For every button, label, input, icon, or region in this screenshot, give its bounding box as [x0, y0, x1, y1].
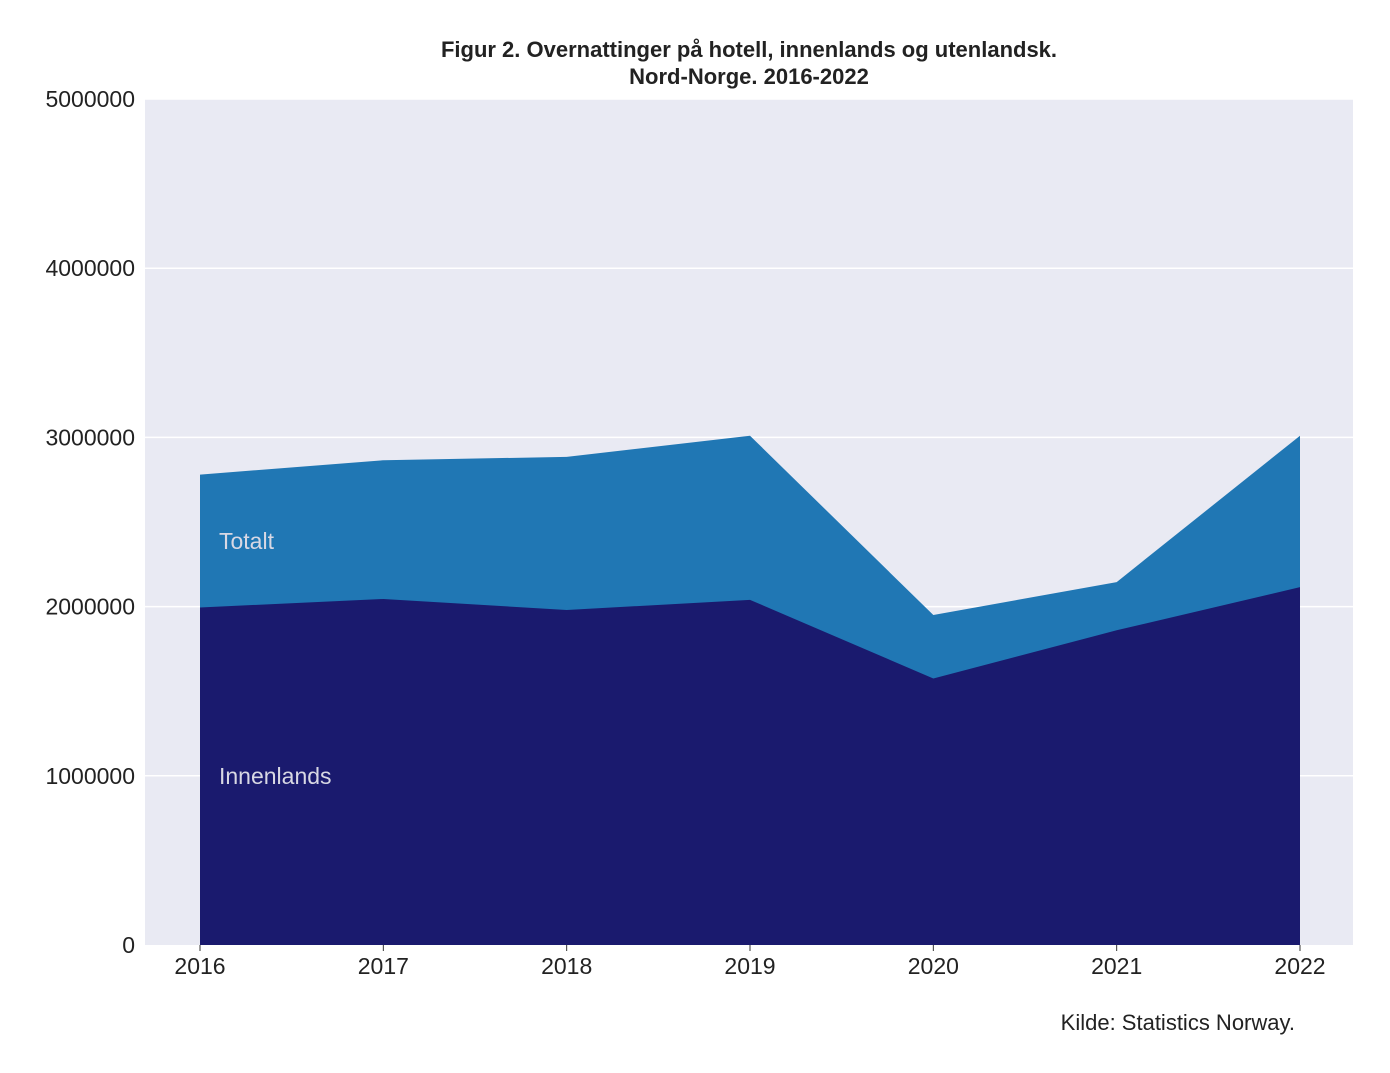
x-tick-label: 2022 — [1274, 953, 1325, 979]
x-tick-label: 2020 — [908, 953, 959, 979]
series-label-innenlands: Innenlands — [219, 763, 332, 789]
series-areas — [200, 435, 1300, 945]
source-note: Kilde: Statistics Norway. — [1060, 1010, 1295, 1035]
x-tick-label: 2019 — [724, 953, 775, 979]
x-tick-label: 2018 — [541, 953, 592, 979]
chart-title-line-2: Nord-Norge. 2016-2022 — [629, 64, 869, 89]
series-label-totalt: Totalt — [219, 528, 275, 554]
chart-title-line-1: Figur 2. Overnattinger på hotell, innenl… — [440, 37, 1058, 62]
y-tick-label: 2000000 — [45, 594, 135, 620]
y-tick-label: 1000000 — [45, 763, 135, 789]
area-innenlands — [200, 587, 1300, 945]
x-tick-label: 2017 — [358, 953, 409, 979]
series-labels: Totalt Innenlands — [219, 528, 332, 789]
y-tick-label: 3000000 — [45, 424, 135, 450]
y-tick-label: 5000000 — [45, 86, 135, 112]
x-tick-label: 2021 — [1091, 953, 1142, 979]
x-axis: 2016 2017 2018 2019 2020 2021 2022 — [174, 945, 1326, 979]
y-tick-label: 4000000 — [45, 255, 135, 281]
y-axis: 0 1000000 2000000 3000000 4000000 5000000 — [45, 86, 135, 958]
chart-title: Figur 2. Overnattinger på hotell, innenl… — [145, 36, 1353, 90]
x-tick-label: 2016 — [174, 953, 225, 979]
y-tick-label: 0 — [122, 932, 135, 958]
